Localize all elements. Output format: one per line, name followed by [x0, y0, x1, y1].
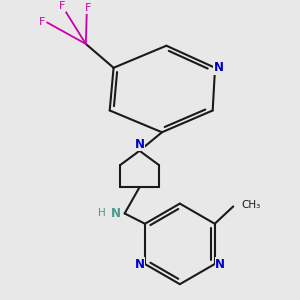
Text: CH₃: CH₃ [242, 200, 261, 210]
Text: N: N [111, 207, 121, 220]
Text: N: N [135, 138, 145, 151]
Text: F: F [59, 1, 65, 11]
Text: F: F [38, 17, 45, 27]
Text: N: N [135, 257, 145, 271]
Text: H: H [98, 208, 106, 218]
Text: F: F [85, 3, 92, 13]
Text: N: N [215, 257, 225, 271]
Text: N: N [214, 61, 224, 74]
